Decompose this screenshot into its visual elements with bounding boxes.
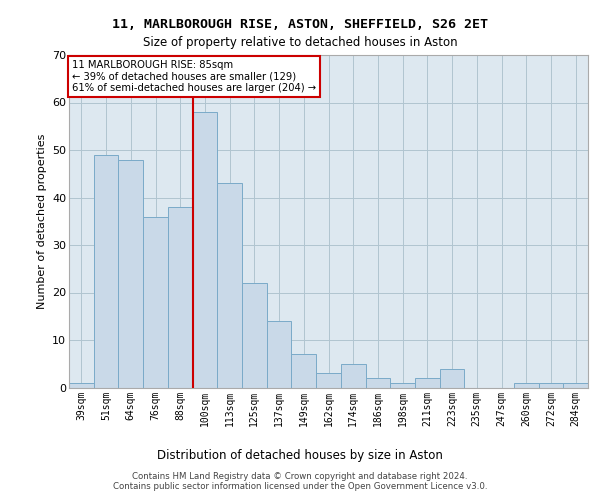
Bar <box>168 207 193 388</box>
Bar <box>94 155 118 388</box>
Bar <box>415 378 440 388</box>
Text: Contains public sector information licensed under the Open Government Licence v3: Contains public sector information licen… <box>113 482 487 491</box>
Text: Contains HM Land Registry data © Crown copyright and database right 2024.: Contains HM Land Registry data © Crown c… <box>132 472 468 481</box>
Bar <box>143 216 168 388</box>
Text: Size of property relative to detached houses in Aston: Size of property relative to detached ho… <box>143 36 457 49</box>
Bar <box>316 373 341 388</box>
Bar <box>292 354 316 388</box>
Bar <box>217 183 242 388</box>
Bar <box>118 160 143 388</box>
Bar <box>242 283 267 388</box>
Bar <box>440 368 464 388</box>
Bar <box>69 383 94 388</box>
Bar <box>563 383 588 388</box>
Bar <box>193 112 217 388</box>
Text: 11, MARLBOROUGH RISE, ASTON, SHEFFIELD, S26 2ET: 11, MARLBOROUGH RISE, ASTON, SHEFFIELD, … <box>112 18 488 30</box>
Y-axis label: Number of detached properties: Number of detached properties <box>37 134 47 309</box>
Bar <box>539 383 563 388</box>
Bar <box>390 383 415 388</box>
Bar <box>514 383 539 388</box>
Bar <box>267 321 292 388</box>
Bar <box>365 378 390 388</box>
Text: Distribution of detached houses by size in Aston: Distribution of detached houses by size … <box>157 450 443 462</box>
Text: 11 MARLBOROUGH RISE: 85sqm
← 39% of detached houses are smaller (129)
61% of sem: 11 MARLBOROUGH RISE: 85sqm ← 39% of deta… <box>71 60 316 93</box>
Bar <box>341 364 365 388</box>
